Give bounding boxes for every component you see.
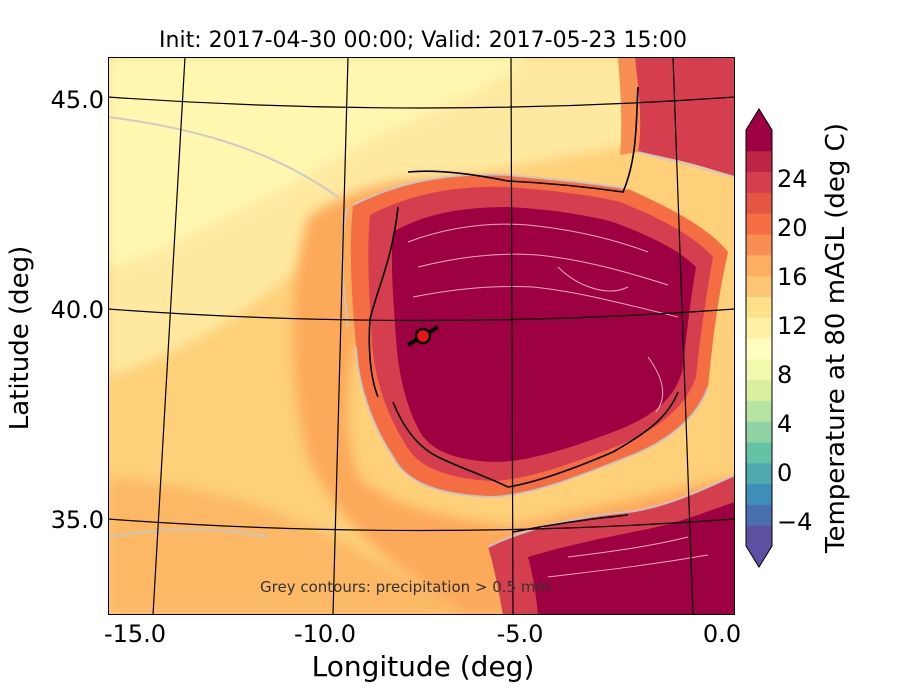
y-tick: 45.0 xyxy=(50,86,104,114)
colorbar-label: Temperature at 80 mAGL (deg C) xyxy=(821,123,851,553)
colorbar-tick-label: 12 xyxy=(777,311,808,340)
ocean-southwest-warm xyxy=(108,477,508,615)
colorbar-tick-label: 16 xyxy=(777,262,808,291)
colorbar-tick-label: 0 xyxy=(777,458,793,487)
colorbar-segment xyxy=(746,442,772,464)
map-title: Init: 2017-04-30 00:00; Valid: 2017-05-2… xyxy=(159,28,687,53)
africa-inner xyxy=(528,502,735,615)
colorbar-segment xyxy=(746,254,772,277)
ocean-northwest-cold xyxy=(108,57,528,267)
colorbar-segment xyxy=(746,358,772,381)
colorbar-segment xyxy=(746,317,772,339)
y-tick: 35.0 xyxy=(50,506,104,534)
ocean-coastal-warm xyxy=(293,177,735,615)
colorbar-segment xyxy=(746,483,772,505)
colorbar-segment xyxy=(746,400,772,422)
colorbar-segment xyxy=(746,213,772,235)
y-tick: 40.0 xyxy=(50,296,104,324)
colorbar-segment xyxy=(746,504,772,526)
colorbar-segment xyxy=(746,275,772,297)
colorbar-extend-high xyxy=(746,109,772,130)
colorbar xyxy=(745,108,773,568)
colorbar-segment xyxy=(746,462,772,485)
y-axis-label: Latitude (deg) xyxy=(5,245,35,431)
colorbar-segment xyxy=(746,379,772,401)
colorbar-tick-label: 4 xyxy=(777,409,793,438)
france-warm xyxy=(633,57,735,177)
colorbar-tick-label: 20 xyxy=(777,213,808,242)
colorbar-tick-label: −4 xyxy=(777,507,813,536)
x-tick: -15.0 xyxy=(103,620,167,648)
france-warm-edge xyxy=(618,57,641,155)
colorbar-extend-low xyxy=(746,546,772,567)
colorbar-outline xyxy=(745,108,773,568)
colorbar-segment xyxy=(746,421,772,443)
colorbar-tick-label: 8 xyxy=(777,360,793,389)
colorbar-segment xyxy=(746,150,772,173)
colorbar-segment xyxy=(746,130,772,152)
x-tick: -5.0 xyxy=(496,620,544,648)
colorbar-tick-label: 24 xyxy=(777,164,808,193)
colorbar-segment xyxy=(746,234,772,256)
x-tick: 0.0 xyxy=(702,620,742,648)
colorbar-segment xyxy=(746,192,772,214)
graticule xyxy=(108,57,735,615)
x-tick: -10.0 xyxy=(293,620,357,648)
colorbar-segment xyxy=(746,296,772,318)
colorbar-segment xyxy=(746,171,772,193)
map-frame xyxy=(108,57,735,615)
temperature-map xyxy=(108,57,735,615)
temperature-contours xyxy=(407,223,709,578)
precipitation-note: Grey contours: precipitation > 0.5 mm xyxy=(260,578,551,596)
colorbar-segment xyxy=(746,338,772,360)
site-marker xyxy=(414,327,432,345)
precipitation-contours xyxy=(108,116,735,548)
colorbar-segment xyxy=(746,525,772,547)
x-axis-label: Longitude (deg) xyxy=(311,650,535,683)
